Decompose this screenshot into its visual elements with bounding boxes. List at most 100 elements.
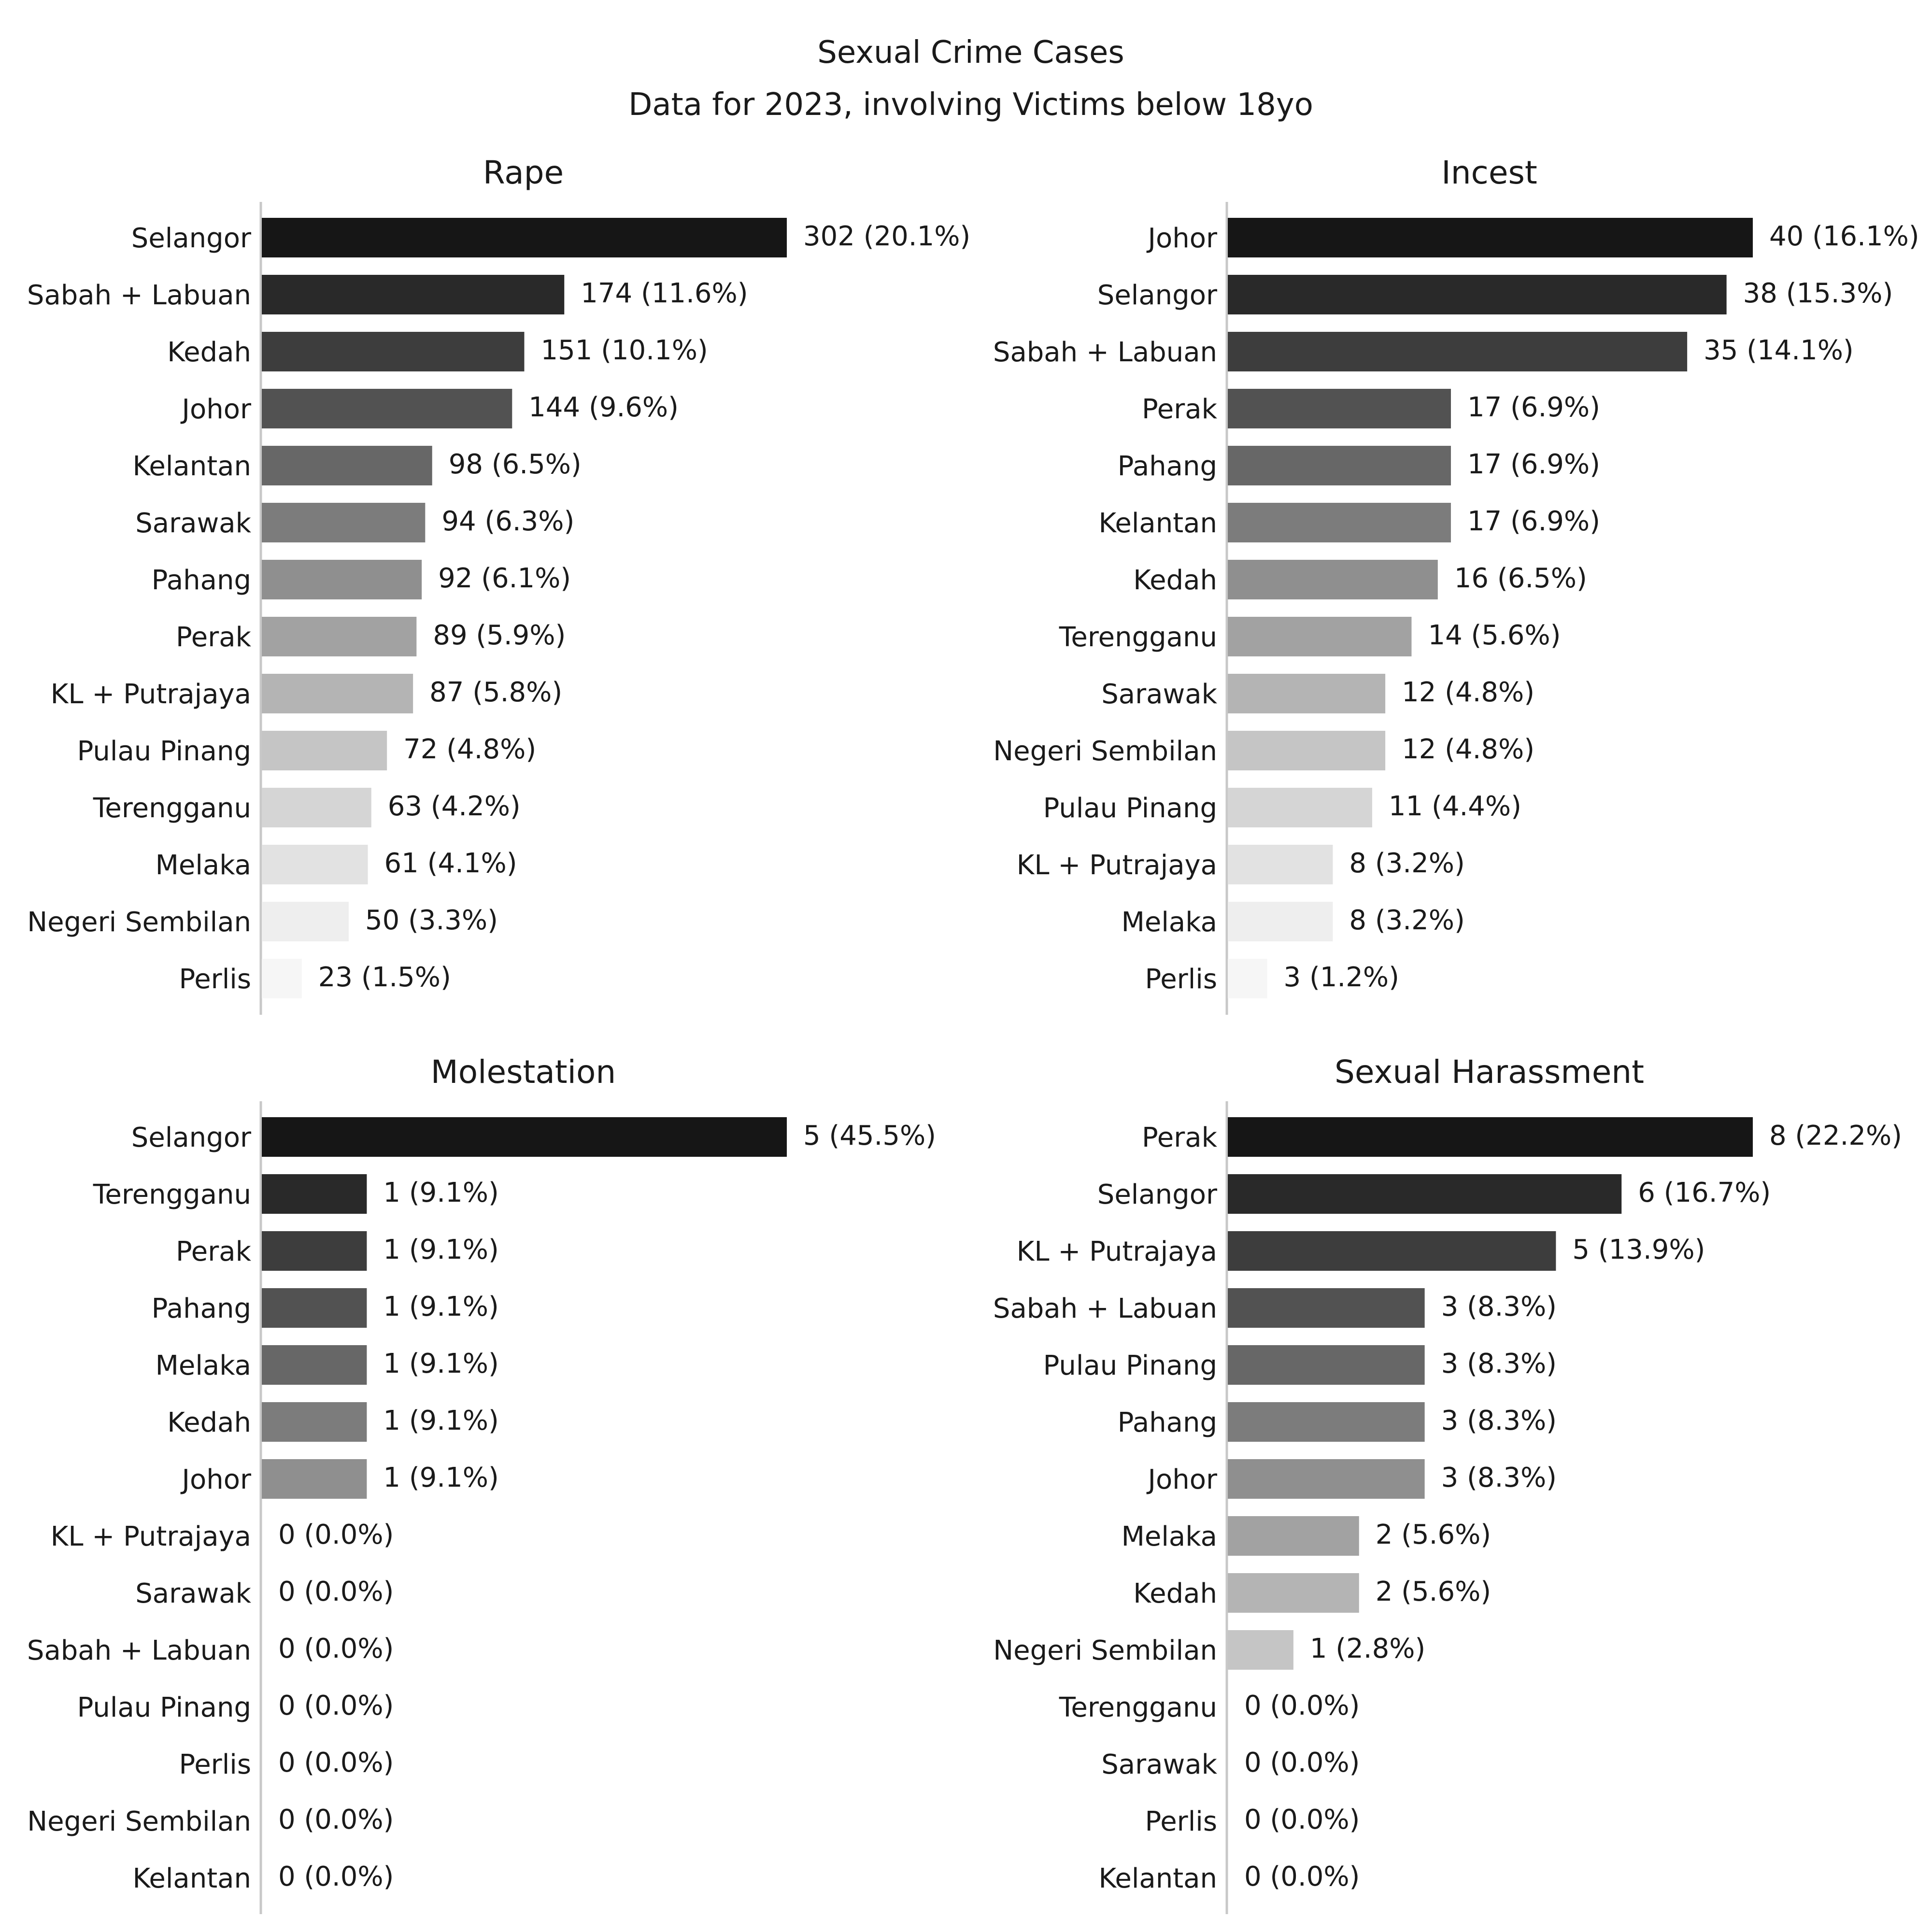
value-label: 0 (0.0%) — [278, 1519, 394, 1550]
bar-pahang — [262, 1288, 367, 1328]
value-label: 2 (5.6%) — [1376, 1576, 1491, 1607]
bar-pulau-pinang — [1228, 1345, 1425, 1385]
category-label: Kelantan — [1098, 1863, 1217, 1894]
value-label: 14 (5.6%) — [1428, 620, 1561, 651]
bar-kl-putrajaya — [1228, 1231, 1556, 1271]
category-label: Selangor — [1097, 1179, 1218, 1210]
category-label: Pahang — [152, 565, 251, 596]
bar-selangor — [262, 218, 787, 257]
category-label: KL + Putrajaya — [51, 679, 251, 710]
value-label: 11 (4.4%) — [1389, 791, 1521, 822]
value-label: 1 (9.1%) — [383, 1405, 498, 1436]
bar-negeri-sembilan — [1228, 731, 1386, 770]
bar-sarawak — [262, 503, 426, 542]
category-label: Kedah — [167, 337, 251, 368]
bar-perak — [1228, 389, 1451, 428]
bar-terengganu — [262, 788, 371, 827]
bar-sarawak — [1228, 674, 1386, 713]
bar-melaka — [1228, 902, 1333, 941]
category-label: KL + Putrajaya — [1017, 1236, 1217, 1267]
category-label: Sarawak — [1101, 679, 1217, 710]
category-label: Kelantan — [132, 451, 251, 482]
category-label: Melaka — [156, 850, 251, 881]
panel-sexual-harassment: Sexual Harassment Perak 8 (22.2%) Selangor 6… — [993, 1053, 1902, 1914]
category-label: Terengganu — [1059, 622, 1217, 653]
value-label: 94 (6.3%) — [441, 506, 574, 537]
value-label: 0 (0.0%) — [1244, 1747, 1360, 1778]
value-label: 17 (6.9%) — [1467, 449, 1600, 480]
value-label: 16 (6.5%) — [1454, 563, 1587, 594]
bar-selangor — [262, 1117, 787, 1157]
panel-incest: Incest Johor 40 (16.1%) Selangor 38 (15.3%) S… — [993, 154, 1919, 1015]
category-label: Melaka — [1122, 907, 1217, 938]
bar-kedah — [262, 332, 525, 371]
value-label: 1 (9.1%) — [383, 1291, 498, 1322]
value-label: 3 (8.3%) — [1441, 1348, 1557, 1379]
category-label: Negeri Sembilan — [993, 1635, 1217, 1666]
category-label: Melaka — [1122, 1521, 1217, 1552]
category-label: Perak — [1142, 1122, 1218, 1153]
category-label: Perlis — [179, 964, 251, 995]
value-label: 1 (9.1%) — [383, 1234, 498, 1265]
category-label: Negeri Sembilan — [993, 736, 1217, 767]
category-label: Perak — [176, 1236, 252, 1267]
value-label: 35 (14.1%) — [1704, 335, 1854, 366]
bar-pulau-pinang — [262, 731, 387, 770]
category-label: KL + Putrajaya — [1017, 850, 1217, 881]
bar-selangor — [1228, 1174, 1622, 1214]
bar-melaka — [262, 845, 368, 884]
category-label: Pulau Pinang — [77, 1692, 251, 1723]
category-label: Kelantan — [1098, 508, 1217, 539]
category-label: Perak — [1142, 394, 1218, 425]
category-label: Negeri Sembilan — [27, 1806, 251, 1837]
bar-kedah — [262, 1402, 367, 1442]
value-label: 1 (2.8%) — [1310, 1633, 1425, 1664]
category-label: Selangor — [131, 1122, 252, 1153]
category-label: Terengganu — [93, 1179, 251, 1210]
category-label: Kedah — [1133, 1578, 1217, 1609]
value-label: 38 (15.3%) — [1743, 278, 1893, 309]
value-label: 1 (9.1%) — [383, 1348, 498, 1379]
category-label: Kelantan — [132, 1863, 251, 1894]
category-label: Selangor — [131, 223, 252, 254]
value-label: 6 (16.7%) — [1638, 1177, 1771, 1208]
bar-johor — [262, 389, 512, 428]
value-label: 89 (5.9%) — [433, 620, 566, 651]
bar-johor — [1228, 218, 1753, 257]
value-label: 0 (0.0%) — [1244, 1861, 1360, 1892]
panel-title: Molestation — [431, 1053, 616, 1091]
category-label: Sarawak — [1101, 1749, 1217, 1780]
category-label: Sabah + Labuan — [993, 1293, 1217, 1324]
category-label: Johor — [1146, 1464, 1218, 1495]
category-label: Terengganu — [93, 793, 251, 824]
value-label: 8 (22.2%) — [1769, 1120, 1902, 1151]
category-label: Pahang — [152, 1293, 251, 1324]
panel-molestation: Molestation Selangor 5 (45.5%) Terengganu 1 … — [27, 1053, 936, 1914]
category-label: Terengganu — [1059, 1692, 1217, 1723]
value-label: 1 (9.1%) — [383, 1177, 498, 1208]
bar-kelantan — [1228, 503, 1451, 542]
value-label: 151 (10.1%) — [541, 335, 708, 366]
bar-pahang — [1228, 446, 1451, 485]
category-label: Johor — [180, 1464, 252, 1495]
value-label: 174 (11.6%) — [581, 278, 748, 309]
bar-perak — [1228, 1117, 1753, 1157]
category-label: Pahang — [1118, 451, 1217, 482]
value-label: 72 (4.8%) — [403, 734, 536, 765]
category-label: Sarawak — [135, 508, 251, 539]
category-label: Pulau Pinang — [77, 736, 251, 767]
category-label: Selangor — [1097, 280, 1218, 311]
bar-sabah-labuan — [1228, 1288, 1425, 1328]
panel-rape: Rape Selangor 302 (20.1%) Sabah + Labuan 174… — [27, 154, 970, 1015]
value-label: 87 (5.8%) — [429, 677, 562, 708]
bar-johor — [262, 1459, 367, 1499]
bar-kedah — [1228, 1573, 1359, 1613]
value-label: 3 (8.3%) — [1441, 1291, 1557, 1322]
panel-title: Sexual Harassment — [1335, 1053, 1644, 1091]
bar-sabah-labuan — [262, 275, 565, 314]
value-label: 0 (0.0%) — [278, 1804, 394, 1835]
value-label: 61 (4.1%) — [384, 848, 517, 879]
bar-pulau-pinang — [1228, 788, 1372, 827]
value-label: 40 (16.1%) — [1769, 221, 1919, 252]
